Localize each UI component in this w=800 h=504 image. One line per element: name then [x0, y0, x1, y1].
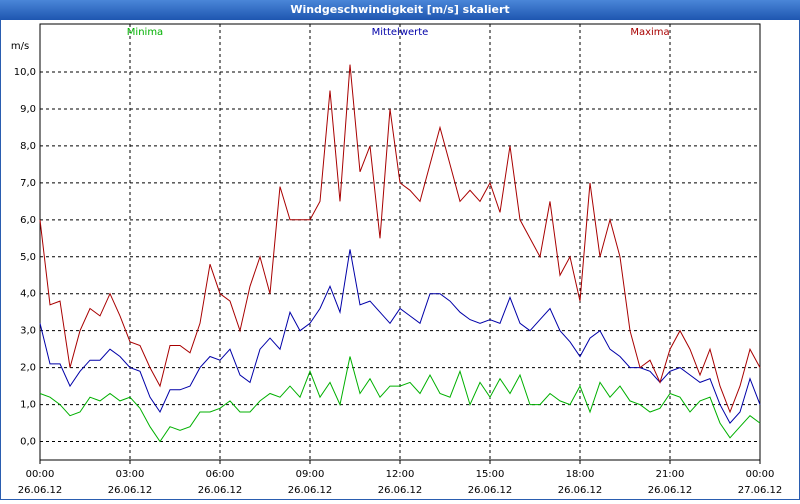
- y-tick-label: 1,0: [20, 400, 36, 411]
- y-tick-label: 7,0: [20, 178, 36, 189]
- y-tick-label: 0,0: [20, 437, 36, 448]
- legend-entry: Mittelwerte: [372, 27, 429, 38]
- x-tick-label: 18:00: [566, 469, 595, 480]
- y-tick-label: 5,0: [20, 252, 36, 263]
- x-tick-date: 26.06.12: [108, 485, 153, 496]
- x-tick-label: 03:00: [116, 469, 145, 480]
- legend-entry: Minima: [127, 27, 163, 38]
- data-line: [39, 356, 761, 443]
- x-tick-label: 06:00: [206, 469, 235, 480]
- x-tick-label: 00:00: [746, 469, 775, 480]
- x-tick-label: 15:00: [476, 469, 505, 480]
- x-tick-label: 00:00: [26, 469, 55, 480]
- title-bar: [0, 0, 800, 20]
- x-tick-date: 26.06.12: [648, 485, 693, 496]
- x-tick-date: 26.06.12: [198, 485, 243, 496]
- y-tick-label: 3,0: [20, 326, 36, 337]
- x-tick-date: 26.06.12: [378, 485, 423, 496]
- y-tick-label: 10,0: [14, 67, 36, 78]
- x-tick-date: 26.06.12: [288, 485, 333, 496]
- y-tick-label: 2,0: [20, 363, 36, 374]
- x-tick-date: 26.06.12: [468, 485, 513, 496]
- x-tick-label: 09:00: [296, 469, 325, 480]
- x-tick-date: 26.06.12: [18, 485, 63, 496]
- x-tick-label: 12:00: [386, 469, 415, 480]
- y-tick-label: 4,0: [20, 289, 36, 300]
- y-axis-label: m/s: [11, 41, 29, 52]
- y-tick-label: 6,0: [20, 215, 36, 226]
- y-tick-label: 8,0: [20, 141, 36, 152]
- x-tick-date: 26.06.12: [558, 485, 603, 496]
- x-tick-date: 27.06.12: [738, 485, 783, 496]
- data-line: [39, 64, 761, 414]
- chart-title: Windgeschwindigkeit [m/s] skaliert: [290, 3, 509, 16]
- y-tick-label: 9,0: [20, 104, 36, 115]
- legend-entry: Maxima: [630, 27, 669, 38]
- x-tick-label: 21:00: [656, 469, 685, 480]
